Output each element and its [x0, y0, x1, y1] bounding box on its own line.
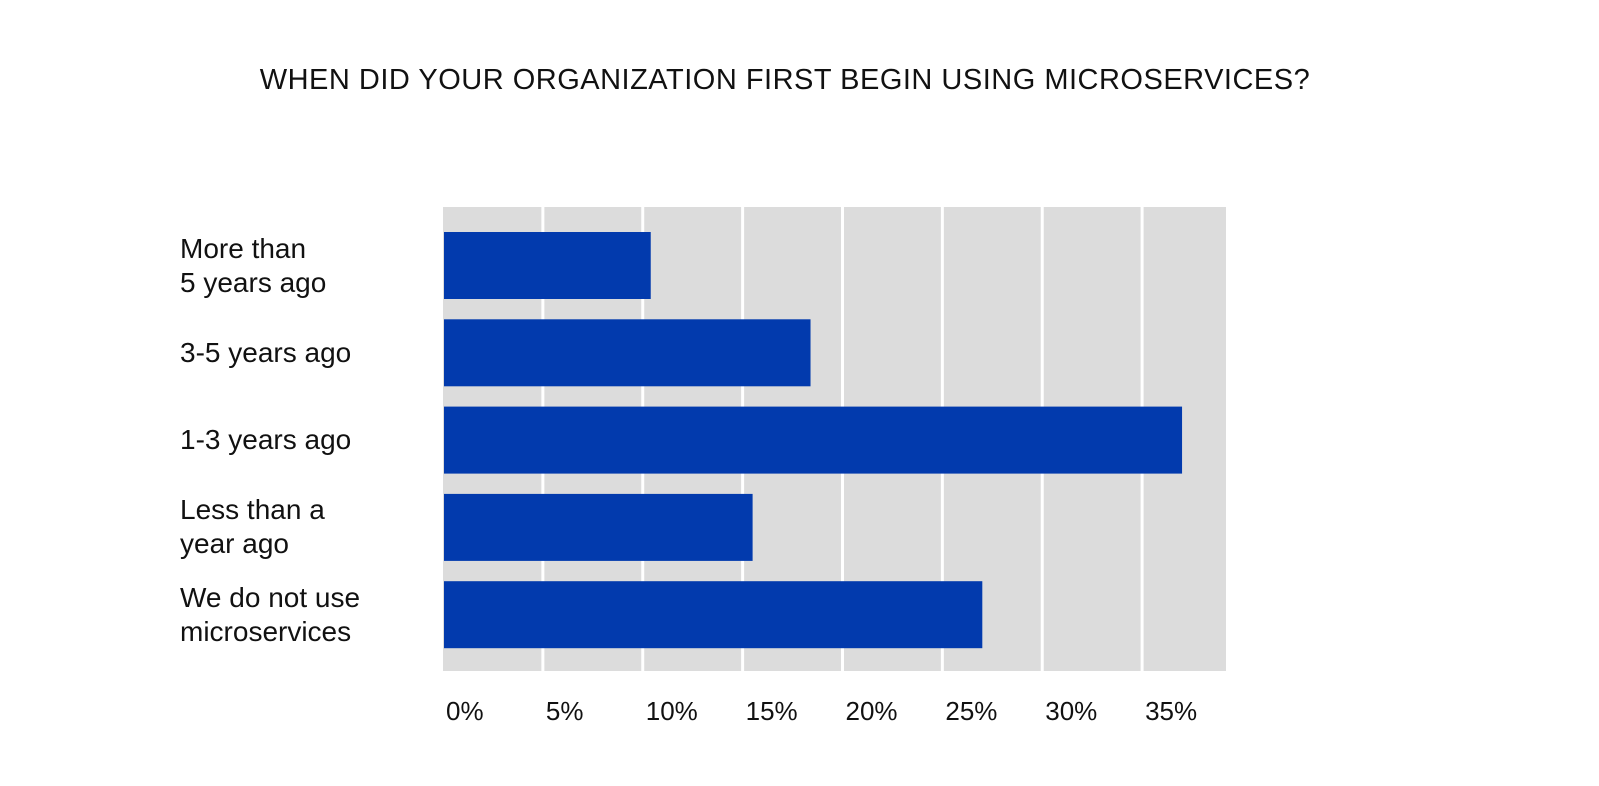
x-tick-label: 25%	[945, 696, 998, 726]
x-tick-label: 30%	[1045, 696, 1098, 726]
chart-title: WHEN DID YOUR ORGANIZATION FIRST BEGIN U…	[259, 64, 1311, 96]
x-tick-label: 35%	[1145, 696, 1198, 726]
bar-3	[444, 406, 1183, 474]
x-tick-label: 20%	[845, 696, 898, 726]
category-label: Less than a year ago	[180, 494, 325, 560]
bar-5	[444, 581, 983, 649]
bar-1	[444, 232, 651, 299]
x-tick-label: 15%	[745, 696, 798, 726]
bars	[444, 232, 1183, 649]
x-tick-label: 0%	[446, 696, 484, 726]
bar-4	[444, 493, 753, 561]
x-tick-label: 5%	[545, 696, 584, 726]
bar-2	[444, 319, 811, 387]
category-label: 3-5 years ago	[180, 336, 352, 368]
x-tick-label: 10%	[645, 696, 698, 726]
category-label: More than 5 years ago	[180, 232, 327, 298]
category-label: 1-3 years ago	[180, 424, 352, 456]
category-label: We do not use microservices	[180, 581, 361, 647]
